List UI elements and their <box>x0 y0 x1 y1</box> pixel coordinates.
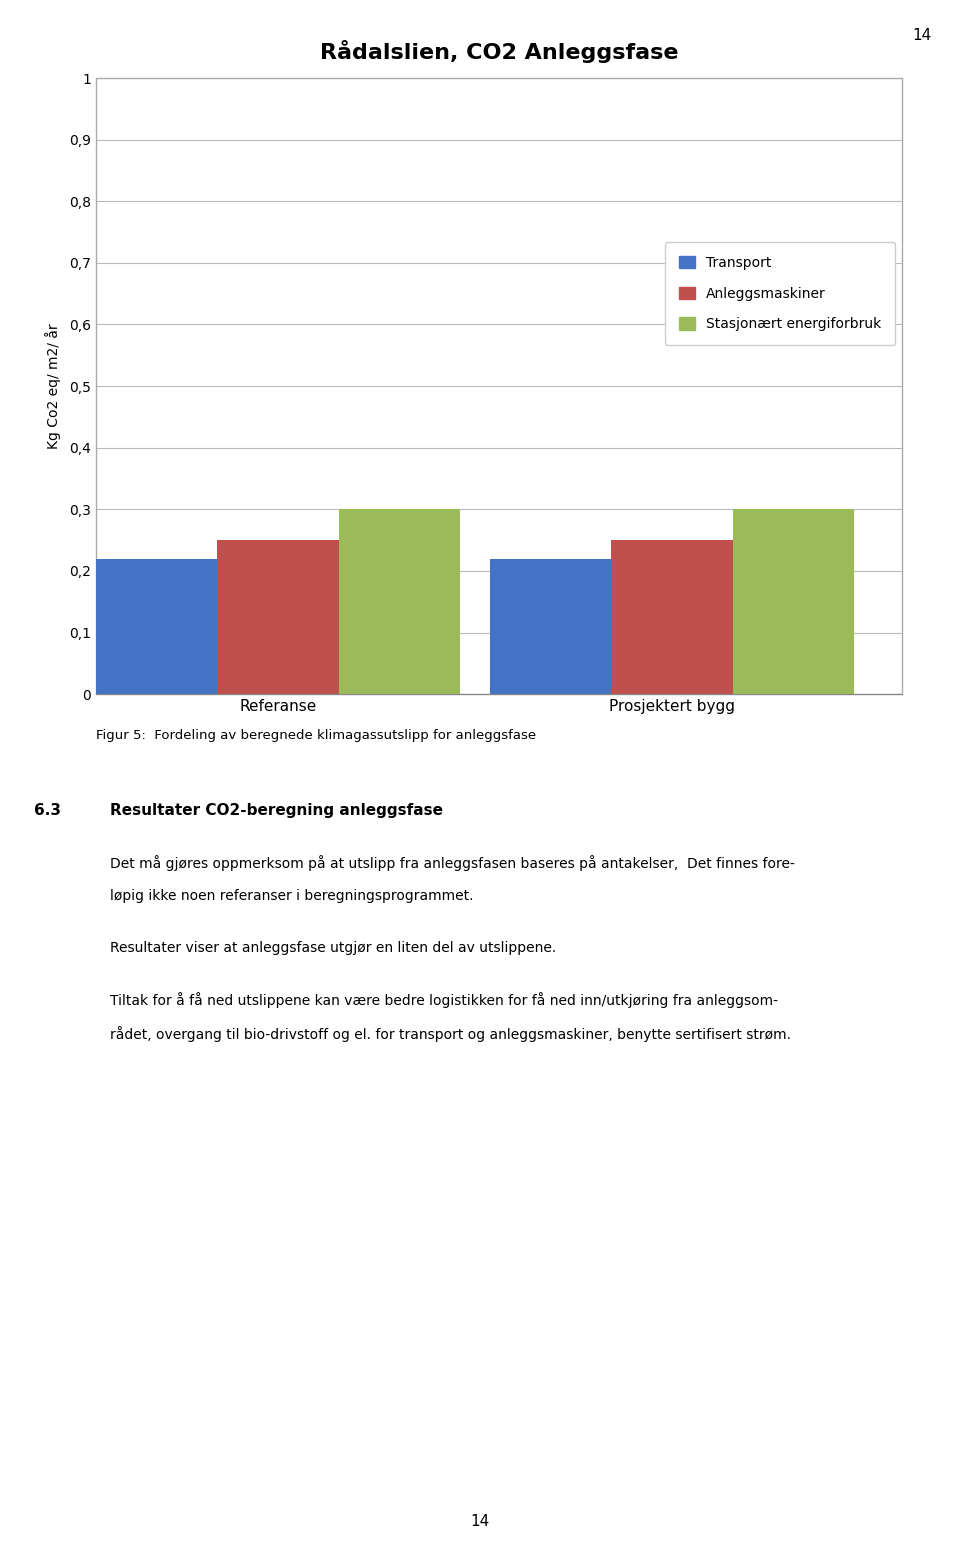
Text: Figur 5:  Fordeling av beregnede klimagassutslipp for anleggsfase: Figur 5: Fordeling av beregnede klimagas… <box>96 729 536 741</box>
Bar <box>491 558 612 694</box>
Bar <box>217 540 339 694</box>
Legend: Transport, Anleggsmaskiner, Stasjonært energiforbruk: Transport, Anleggsmaskiner, Stasjonært e… <box>664 242 896 345</box>
Text: 6.3: 6.3 <box>34 803 60 819</box>
Text: 14: 14 <box>470 1513 490 1529</box>
Bar <box>96 558 217 694</box>
Y-axis label: Kg Co2 eq/ m2/ år: Kg Co2 eq/ m2/ år <box>45 323 60 449</box>
Bar <box>732 509 853 694</box>
Text: 14: 14 <box>912 28 931 44</box>
Text: Tiltak for å få ned utslippene kan være bedre logistikken for få ned inn/utkjøri: Tiltak for å få ned utslippene kan være … <box>110 992 779 1008</box>
Title: Rådalslien, CO2 Anleggsfase: Rådalslien, CO2 Anleggsfase <box>320 39 679 62</box>
Text: rådet, overgang til bio-drivstoff og el. for transport og anleggsmaskiner, benyt: rådet, overgang til bio-drivstoff og el.… <box>110 1026 791 1042</box>
Text: Resultater viser at anleggsfase utgjør en liten del av utslippene.: Resultater viser at anleggsfase utgjør e… <box>110 941 557 955</box>
Text: Resultater CO2-beregning anleggsfase: Resultater CO2-beregning anleggsfase <box>110 803 444 819</box>
Text: Det må gjøres oppmerksom på at utslipp fra anleggsfasen baseres på antakelser,  : Det må gjøres oppmerksom på at utslipp f… <box>110 855 795 870</box>
Text: løpig ikke noen referanser i beregningsprogrammet.: løpig ikke noen referanser i beregningsp… <box>110 889 474 903</box>
Bar <box>96 78 902 694</box>
Bar <box>339 509 460 694</box>
Bar <box>612 540 732 694</box>
